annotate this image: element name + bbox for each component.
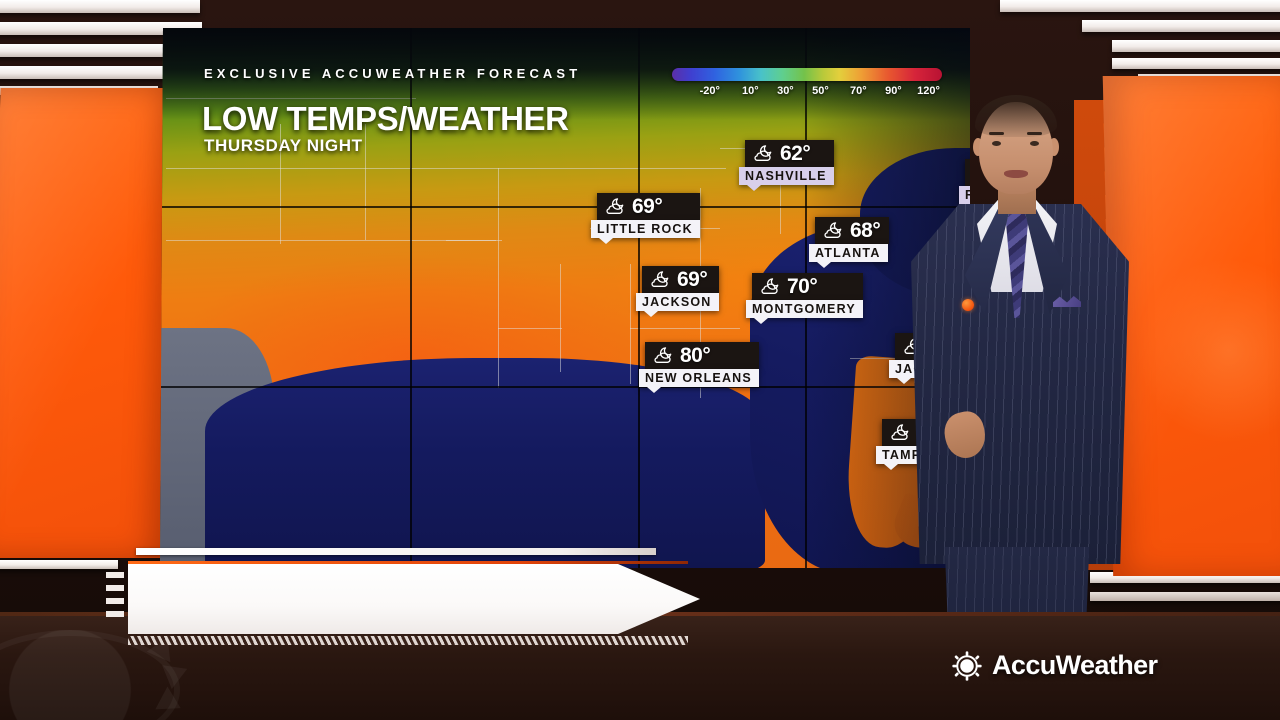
forecast-kicker: EXCLUSIVE ACCUWEATHER FORECAST — [204, 66, 582, 81]
presenter-mouth — [1004, 170, 1028, 178]
scale-tick-label: 10° — [741, 85, 759, 97]
presenter-eye-right — [1030, 141, 1039, 146]
forecast-subline: THURSDAY NIGHT — [204, 136, 363, 155]
presenter-lapel-pin — [962, 299, 974, 311]
lower-third-hatch-strip — [128, 636, 688, 645]
scale-tick-label: 90° — [885, 85, 902, 97]
city-name-label: NASHVILLE — [739, 167, 834, 192]
city-name-label: LITTLE ROCK — [591, 220, 700, 245]
city-temp-chip: 67° — [965, 159, 970, 186]
lower-third-left-hatch — [106, 572, 124, 624]
lower-third-banner — [106, 548, 700, 645]
moon-cloud-icon — [761, 278, 779, 294]
moon-cloud-icon — [754, 145, 772, 161]
scale-tick-label: -20° — [699, 85, 720, 97]
city-name-label: MONTGOMERY — [746, 300, 863, 325]
moon-cloud-icon — [606, 198, 624, 214]
city-temperature-value: 70° — [787, 275, 818, 298]
moon-cloud-icon — [824, 222, 842, 238]
city-name-label: JACKSON — [636, 293, 719, 318]
studio-light-batten — [1090, 592, 1280, 601]
studio-light-batten — [1112, 40, 1280, 52]
moon-cloud-icon — [654, 347, 672, 363]
city-temp-chip: 80° — [645, 342, 759, 369]
studio-light-batten — [0, 44, 204, 57]
scale-tick-label: 120° — [917, 85, 940, 97]
presenter-eye-left — [992, 141, 1001, 146]
studio-light-batten — [1112, 58, 1280, 69]
presenter-eyebrow-right — [1027, 132, 1042, 135]
studio-light-batten — [1000, 0, 1280, 12]
city-temperature-tag: 80° NEW ORLEANS — [639, 342, 759, 394]
scale-tick-label: 30° — [777, 85, 794, 97]
city-name-label: NEW ORLEANS — [639, 369, 759, 394]
city-temp-chip: 62° — [745, 140, 834, 167]
city-temperature-value: 80° — [680, 344, 711, 367]
studio-light-batten — [0, 560, 118, 569]
city-temp-chip: 68° — [815, 217, 890, 244]
city-temperature-tag: 68° ATLANTA — [809, 217, 890, 269]
moon-cloud-icon — [651, 271, 669, 287]
forecast-headline: LOW TEMPS/WEATHER — [202, 100, 569, 137]
videowall-seam — [160, 386, 970, 388]
temperature-scale-ticks: -20° 10° 30° 50° 70° 90° 120° — [672, 85, 942, 101]
studio-floor — [0, 612, 1280, 720]
studio-light-batten — [1090, 572, 1280, 583]
city-temperature-tag: 70° MONTGOMERY — [746, 273, 863, 325]
temperature-scale-bar — [672, 68, 942, 81]
studio-light-batten — [0, 0, 200, 13]
city-temp-chip: 69° — [642, 266, 719, 293]
studio-panel-left — [0, 88, 177, 558]
accuweather-logo: AccuWeather — [952, 650, 1158, 681]
studio-light-batten — [0, 66, 170, 79]
moon-cloud-icon — [891, 424, 909, 440]
presenter-eyebrow-left — [989, 132, 1004, 135]
city-temperature-value: 69° — [677, 268, 708, 291]
city-temperature-value: 62° — [780, 142, 811, 165]
videowall-seam — [410, 28, 412, 568]
sun-icon — [952, 650, 982, 681]
studio-light-batten — [1082, 20, 1280, 32]
presenter-ear-left — [973, 138, 983, 156]
temperature-scale: -20° 10° 30° 50° 70° 90° 120° — [672, 68, 942, 116]
city-temperature-tag: 69° JACKSON — [636, 266, 719, 318]
scale-tick-label: 50° — [812, 85, 829, 97]
lower-third-accent-line — [128, 561, 688, 564]
city-temperature-tag: 62° NASHVILLE — [739, 140, 834, 192]
city-temperature-value: 68° — [850, 219, 881, 242]
studio-light-batten — [0, 22, 202, 35]
city-temperature-tag: 69° LITTLE ROCK — [591, 193, 700, 245]
lower-third-top-bar — [136, 548, 656, 555]
weather-map-videowall: EXCLUSIVE ACCUWEATHER FORECAST LOW TEMPS… — [160, 28, 970, 568]
presenter-ear-right — [1049, 138, 1059, 156]
city-temp-chip: 70° — [752, 273, 863, 300]
scale-tick-label: 70° — [849, 85, 867, 97]
city-name-label: ATLANTA — [809, 244, 888, 269]
city-temp-chip: 69° — [597, 193, 700, 220]
lower-third-plate — [128, 564, 700, 634]
city-temperature-value: 69° — [632, 195, 663, 218]
map-gulf-of-mexico — [205, 358, 765, 568]
videowall-seam — [160, 206, 970, 208]
accuweather-wordmark: AccuWeather — [992, 650, 1158, 680]
presenter-hair — [975, 95, 1057, 137]
